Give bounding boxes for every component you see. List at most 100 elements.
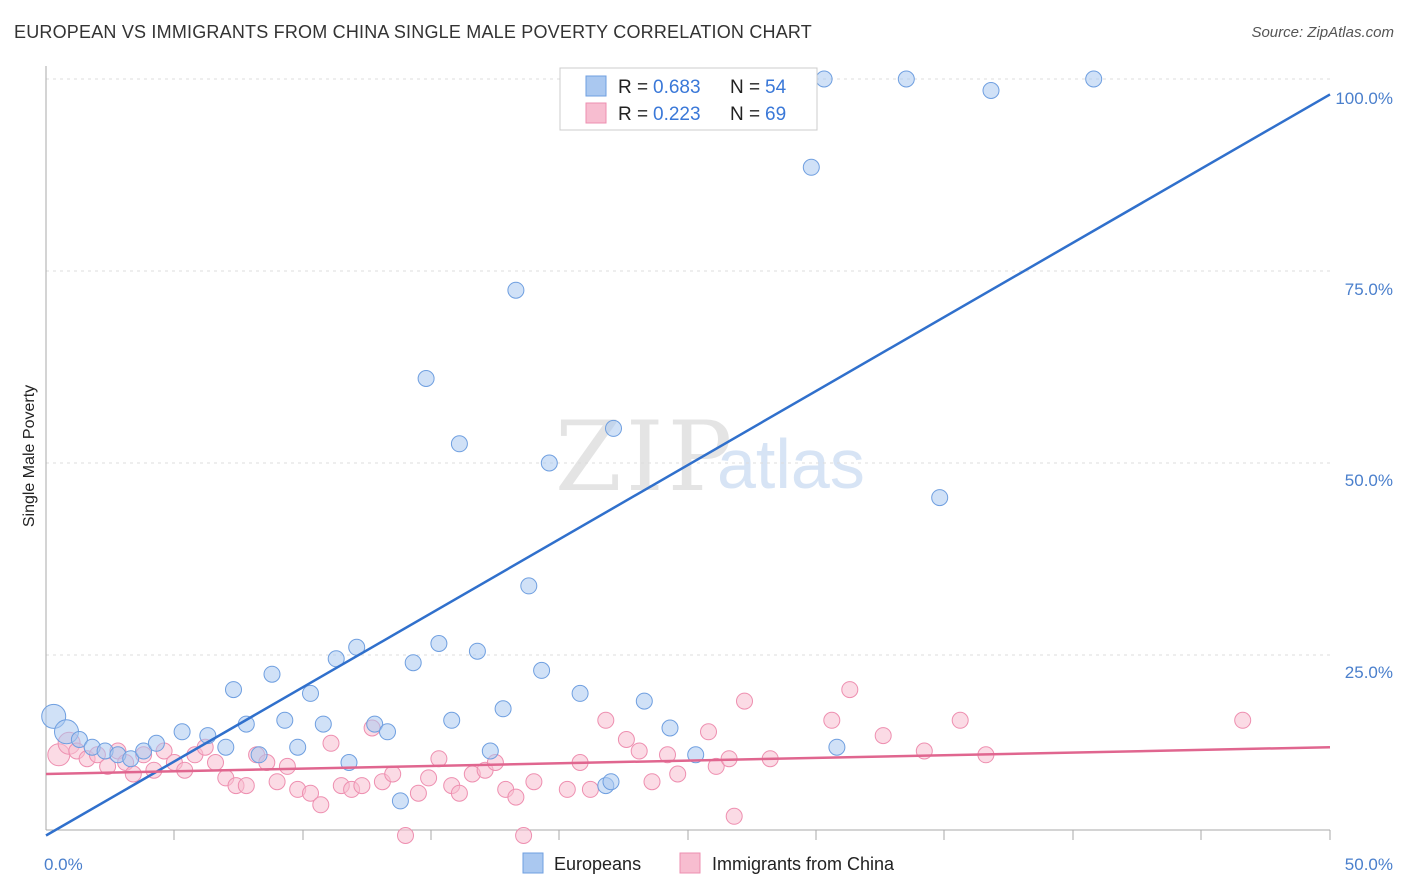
point-europeans-30	[450, 435, 468, 453]
bottom-legend-swatch-europeans	[522, 852, 544, 874]
legend-swatch-immigrants	[585, 102, 607, 124]
x-tick-marks	[173, 830, 1331, 840]
point-europeans-14	[250, 746, 268, 764]
point-immigrants-22	[268, 773, 286, 791]
point-immigrants-25	[302, 784, 319, 802]
legend-n-value-1: 54	[765, 77, 787, 98]
trend-lines	[45, 93, 1331, 837]
point-europeans-7	[135, 742, 153, 760]
watermark-zip: ZIP	[555, 401, 736, 513]
point-immigrants-53	[643, 773, 661, 791]
legend-r-value-1: 0.683	[653, 77, 701, 98]
point-immigrants-34	[397, 827, 414, 844]
y-tick-label-25: 25.0%	[1345, 663, 1393, 682]
point-immigrants-68	[1234, 711, 1252, 729]
point-immigrants-62	[823, 711, 841, 729]
point-immigrants-66	[951, 711, 969, 729]
series-legend: Europeans Immigrants from China	[522, 852, 895, 874]
point-immigrants-56	[700, 723, 717, 741]
point-europeans-8	[147, 734, 165, 752]
point-europeans-12	[225, 681, 242, 699]
point-europeans-45	[815, 70, 833, 88]
legend-r-value-2: 0.223	[653, 104, 701, 125]
point-europeans-49	[982, 82, 1000, 99]
point-immigrants-19	[237, 777, 255, 795]
point-immigrants-35	[409, 784, 427, 802]
point-europeans-9	[173, 723, 191, 741]
point-immigrants-50	[597, 711, 615, 729]
point-europeans-31	[468, 642, 486, 660]
point-immigrants-27	[322, 734, 340, 752]
point-europeans-32	[481, 742, 499, 760]
point-immigrants-33	[384, 765, 402, 783]
point-immigrants-8	[124, 765, 142, 783]
point-europeans-51	[602, 773, 620, 791]
point-immigrants-36	[420, 769, 438, 787]
point-europeans-35	[520, 577, 538, 595]
y-tick-label-100: 100.0%	[1335, 89, 1393, 108]
point-immigrants-64	[874, 727, 892, 745]
watermark-atlas: atlas	[717, 425, 865, 503]
point-immigrants-23	[278, 757, 296, 775]
point-europeans-24	[379, 723, 396, 741]
legend-n-label-1: N =	[730, 77, 760, 98]
point-immigrants-54	[659, 746, 676, 764]
point-immigrants-16	[207, 754, 224, 771]
point-europeans-11	[217, 738, 235, 756]
point-europeans-27	[417, 370, 435, 387]
point-europeans-18	[302, 684, 319, 702]
legend-n-value-2: 69	[765, 104, 786, 125]
point-immigrants-39	[450, 784, 468, 802]
point-immigrants-26	[312, 796, 330, 814]
point-immigrants-58	[725, 807, 743, 825]
trend-line-immigrants	[45, 745, 1331, 776]
point-immigrants-52	[630, 742, 648, 760]
point-europeans-2	[70, 731, 88, 748]
chart-title: EUROPEAN VS IMMIGRANTS FROM CHINA SINGLE…	[14, 22, 812, 42]
gridlines	[46, 78, 1330, 656]
trend-line-europeans	[45, 93, 1331, 837]
legend-n-label-2: N =	[730, 104, 760, 125]
points-europeans	[41, 70, 1103, 810]
point-europeans-15	[263, 665, 281, 683]
point-europeans-41	[635, 692, 653, 710]
legend-r-label-2: R =	[618, 104, 648, 125]
point-immigrants-30	[353, 777, 371, 795]
point-immigrants-46	[525, 773, 543, 791]
point-immigrants-63	[841, 681, 859, 699]
correlation-legend: R = 0.683 N = 54 R = 0.223 N = 69	[559, 67, 818, 131]
point-europeans-46	[828, 738, 846, 756]
point-europeans-37	[540, 454, 558, 472]
point-europeans-19	[314, 715, 332, 733]
point-europeans-43	[687, 746, 705, 764]
point-europeans-16	[276, 711, 294, 729]
point-europeans-48	[931, 489, 949, 507]
y-axis-label: Single Male Poverty	[21, 385, 38, 527]
y-tick-label-50: 50.0%	[1345, 471, 1393, 490]
point-europeans-28	[430, 635, 448, 652]
bottom-legend-europeans: Europeans	[554, 854, 641, 874]
point-immigrants-49	[581, 780, 599, 798]
point-europeans-6	[122, 750, 140, 768]
point-europeans-50	[1085, 70, 1103, 88]
x-tick-label-0: 0.0%	[44, 855, 83, 874]
point-europeans-29	[443, 711, 461, 729]
point-immigrants-45	[515, 827, 533, 844]
point-europeans-33	[494, 700, 512, 718]
point-europeans-36	[533, 661, 551, 679]
point-europeans-26	[404, 654, 422, 672]
point-europeans-25	[391, 792, 409, 810]
point-europeans-34	[507, 281, 525, 299]
point-immigrants-51	[617, 731, 635, 748]
point-immigrants-55	[669, 765, 687, 783]
chart-source: Source: ZipAtlas.com	[1251, 24, 1394, 41]
point-immigrants-47	[558, 780, 576, 798]
bottom-legend-immigrants: Immigrants from China	[712, 854, 895, 874]
point-europeans-42	[661, 719, 679, 737]
point-europeans-17	[289, 738, 307, 756]
point-immigrants-57	[707, 757, 725, 775]
point-europeans-44	[802, 158, 820, 176]
point-immigrants-44	[507, 788, 525, 806]
point-immigrants-60	[736, 692, 753, 710]
